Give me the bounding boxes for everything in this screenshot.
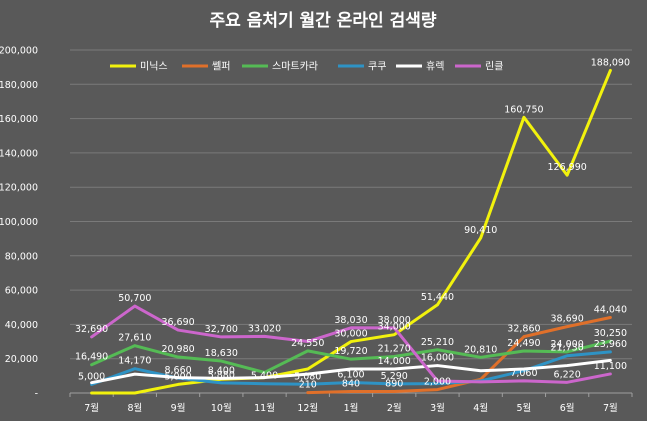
- series-lines: [90, 68, 612, 395]
- data-label: 8,660: [164, 365, 191, 376]
- legend: 미닉스 쎌퍼 스마트카라 쿠쿠 휴렉 린클: [110, 61, 503, 73]
- x-tick-label: 1월: [344, 402, 359, 414]
- x-tick-label: 10월: [211, 402, 232, 414]
- x-tick-label: 4월: [473, 402, 488, 414]
- data-label: 126,990: [548, 162, 587, 173]
- x-tick-label: 5월: [517, 402, 532, 414]
- y-tick-label: 40,000: [5, 320, 38, 331]
- data-label: 840: [342, 379, 360, 390]
- x-tick-label: 11월: [254, 402, 275, 414]
- data-label: 18,630: [205, 348, 238, 359]
- series-line-3: [90, 339, 612, 374]
- data-label: 38,030: [334, 315, 367, 326]
- data-label: 19,720: [334, 346, 367, 357]
- x-tick-label: 8월: [127, 402, 142, 414]
- series-line-5: [90, 358, 612, 385]
- legend-label: 휴렉: [426, 61, 444, 73]
- legend-label: 스마트카라: [272, 61, 318, 73]
- data-label: 20,810: [464, 344, 497, 355]
- data-label: 32,700: [205, 324, 238, 335]
- chart-title: 주요 음처기 월간 온라인 검색량: [210, 11, 437, 31]
- x-tick-label: 7월: [603, 402, 618, 414]
- data-label: 50,700: [118, 293, 151, 304]
- data-label: 5,000: [78, 371, 105, 382]
- data-label: 11,100: [594, 361, 627, 372]
- data-label: 2,000: [424, 377, 451, 388]
- grid: [70, 49, 632, 394]
- y-tick-label: 60,000: [5, 286, 38, 297]
- y-tick-label: 180,000: [0, 80, 38, 91]
- x-tick-label: 2월: [387, 402, 402, 414]
- data-label: 36,690: [161, 317, 194, 328]
- data-label: 5,290: [381, 371, 408, 382]
- data-label: 38,690: [551, 314, 584, 325]
- data-label: 6,220: [554, 369, 581, 380]
- data-label: 16,490: [75, 352, 108, 363]
- data-label: 33,020: [248, 323, 281, 334]
- x-tick-label: 9월: [171, 402, 186, 414]
- data-label: 27,610: [118, 333, 151, 344]
- y-tick-label: 200,000: [0, 46, 38, 57]
- legend-label: 쎌퍼: [212, 61, 230, 73]
- data-label: 51,440: [421, 292, 454, 303]
- axes: - 20,000 40,000 60,000 80,000 100,000 120,000 1…: [0, 46, 633, 414]
- data-label: 21,270: [378, 344, 411, 355]
- data-label: 14,000: [378, 356, 411, 367]
- data-label: 30,250: [594, 328, 627, 339]
- y-tick-label: 140,000: [0, 148, 38, 159]
- y-tick-label: -: [35, 389, 38, 400]
- series-line-6: [90, 304, 612, 384]
- y-tick-label: 100,000: [0, 217, 38, 228]
- x-tick-label: 6월: [560, 402, 575, 414]
- series-line-2: [306, 315, 612, 395]
- x-tick-label: 7월: [84, 402, 99, 414]
- y-tick-label: 20,000: [5, 354, 38, 365]
- data-label: 210: [299, 380, 317, 391]
- data-label: 34,000: [378, 322, 411, 333]
- data-label: 16,000: [421, 353, 454, 364]
- data-label: 5,880: [208, 370, 235, 381]
- data-labels: 5,000 30,000 34,000 51,440 90,410 160,750 126,…: [75, 57, 630, 390]
- data-label: 160,750: [504, 104, 543, 115]
- data-label: 6,100: [337, 370, 364, 381]
- y-tick-label: 160,000: [0, 114, 38, 125]
- data-label: 188,090: [591, 57, 630, 68]
- series-line-1: [90, 68, 612, 395]
- y-tick-label: 80,000: [5, 251, 38, 262]
- data-label: 24,490: [507, 338, 540, 349]
- x-tick-label: 3월: [430, 402, 445, 414]
- data-label: 25,210: [421, 337, 454, 348]
- data-label: 890: [385, 378, 403, 389]
- legend-label: 쿠쿠: [368, 62, 386, 73]
- data-label: 32,860: [507, 324, 540, 335]
- y-tick-label: 120,000: [0, 183, 38, 194]
- data-label: 20,980: [161, 344, 194, 355]
- data-label: 24,550: [291, 338, 324, 349]
- data-label: 5,400: [251, 371, 278, 382]
- data-label: 21,730: [551, 343, 584, 354]
- data-label: 5,000: [164, 371, 191, 382]
- data-label: 90,410: [464, 225, 497, 236]
- data-label: 5,080: [294, 371, 321, 382]
- data-label: 38,000: [378, 315, 411, 326]
- legend-label: 미닉스: [140, 61, 168, 73]
- data-label: 44,040: [594, 304, 627, 315]
- data-label: 23,960: [594, 339, 627, 350]
- data-label: 24,000: [551, 339, 584, 350]
- x-tick-label: 12월: [297, 402, 318, 414]
- data-label: 30,000: [334, 329, 367, 340]
- data-label: 14,170: [118, 356, 151, 367]
- data-label: 7,060: [510, 368, 537, 379]
- data-label: 32,690: [75, 324, 108, 335]
- legend-label: 린클: [485, 61, 503, 73]
- data-label: 8,400: [208, 365, 235, 376]
